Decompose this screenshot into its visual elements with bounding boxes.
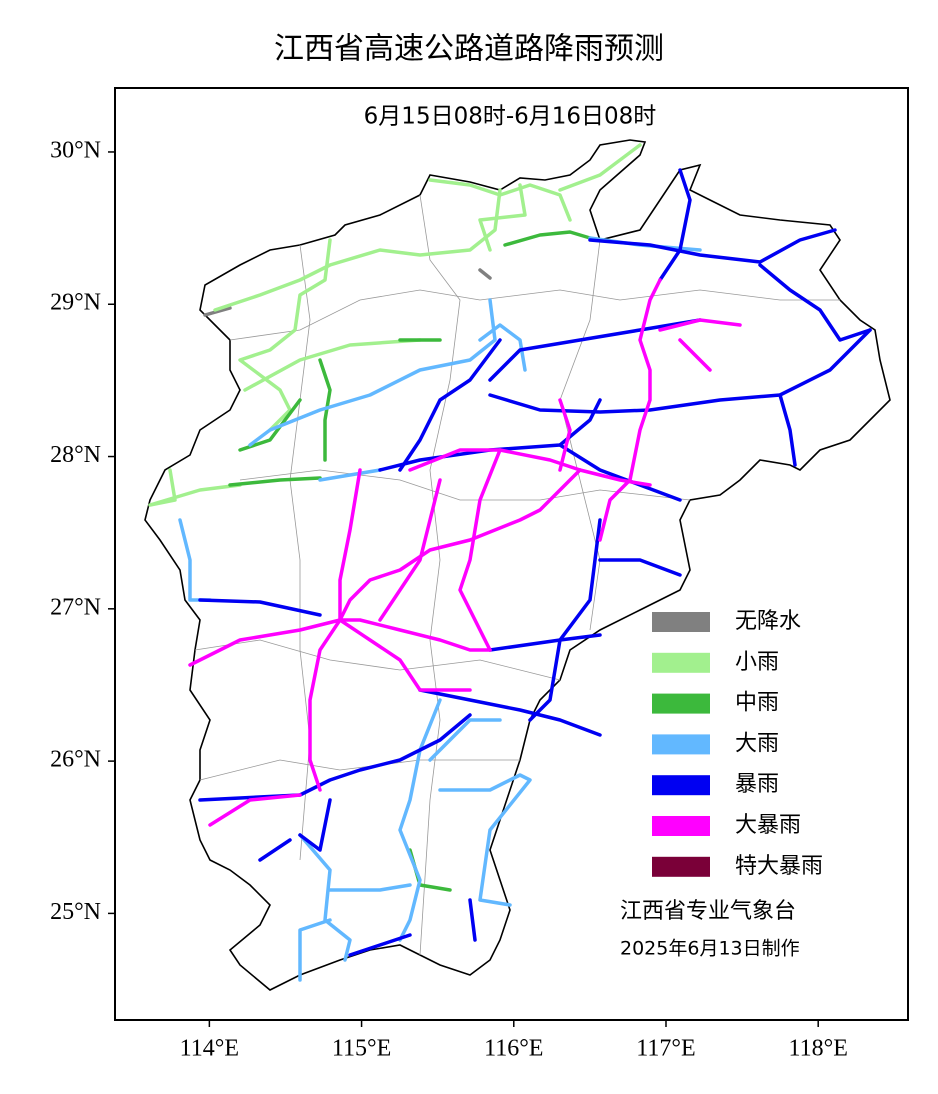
road-segment xyxy=(348,933,412,957)
road-segment xyxy=(558,398,572,472)
title: 江西省高速公路道路降雨预测 xyxy=(274,32,664,67)
road-segment xyxy=(678,338,712,372)
y-tick-label: 27°N xyxy=(50,594,101,620)
road-segment xyxy=(318,358,332,462)
road-segment xyxy=(503,230,592,247)
road-segment xyxy=(558,443,682,502)
legend-label: 大雨 xyxy=(735,731,779,756)
credit: 2025年6月13日制作 xyxy=(620,938,800,960)
road-segment xyxy=(428,718,502,762)
legend-swatch xyxy=(652,652,710,673)
road-segment xyxy=(243,338,422,392)
road-segment xyxy=(378,478,442,622)
x-tick-label: 117°E xyxy=(636,1036,695,1062)
road-segment xyxy=(658,168,692,282)
legend-label: 无降水 xyxy=(735,609,801,634)
road-segment xyxy=(198,598,322,617)
x-tick-label: 118°E xyxy=(789,1036,848,1062)
map-frame xyxy=(114,87,909,1021)
x-tick-label: 114°E xyxy=(180,1036,239,1062)
road-segment xyxy=(298,918,332,982)
road-segment xyxy=(558,143,642,192)
road-segment xyxy=(598,278,662,542)
road-segment xyxy=(488,328,872,414)
road-segment xyxy=(408,448,652,487)
road-segment xyxy=(418,688,602,737)
road-segment xyxy=(328,883,412,892)
road-segment xyxy=(588,228,837,264)
legend-swatch xyxy=(652,693,710,714)
road-segment xyxy=(248,298,497,447)
road-segment xyxy=(298,798,332,852)
road-segment xyxy=(318,468,382,482)
county-borders xyxy=(194,194,840,956)
road-segment xyxy=(203,306,232,317)
road-segment xyxy=(488,633,602,652)
road-segment xyxy=(258,838,292,862)
road-segment xyxy=(188,618,342,667)
y-tick-label: 26°N xyxy=(50,747,101,773)
province-outline xyxy=(144,139,891,991)
road-segment xyxy=(378,398,602,472)
road-segment xyxy=(308,468,362,792)
road-segment xyxy=(338,468,582,652)
legend-label: 特大暴雨 xyxy=(735,854,823,879)
road-segment xyxy=(438,773,532,907)
road-segment xyxy=(758,263,872,342)
road-segment xyxy=(238,238,332,432)
legend-swatch xyxy=(652,775,710,796)
y-tick-label: 28°N xyxy=(50,442,101,468)
road-segment xyxy=(148,468,242,507)
y-tick-label: 30°N xyxy=(50,137,101,163)
legend-label: 暴雨 xyxy=(735,772,779,797)
x-tick-label: 116°E xyxy=(484,1036,543,1062)
x-tick-label: 115°E xyxy=(332,1036,391,1062)
road-segment xyxy=(778,393,797,467)
legend-swatch xyxy=(652,612,710,632)
legend-label: 大暴雨 xyxy=(735,813,801,838)
road-segment xyxy=(208,793,302,827)
road-segment xyxy=(478,183,527,252)
road-segment xyxy=(478,323,527,372)
road-segment xyxy=(468,898,477,942)
road-segment xyxy=(398,338,502,472)
road-segment xyxy=(428,178,572,222)
legend-swatch xyxy=(652,734,710,755)
credit: 江西省专业气象台 xyxy=(620,899,796,924)
road-segment xyxy=(338,618,472,692)
legend-label: 中雨 xyxy=(735,691,779,716)
road-segment xyxy=(458,448,502,652)
legend-swatch xyxy=(652,856,710,877)
y-tick-label: 25°N xyxy=(50,899,101,925)
road-segment xyxy=(478,268,492,280)
legend-swatch xyxy=(652,816,710,836)
road-network xyxy=(148,143,872,982)
road-segment xyxy=(228,476,322,487)
legend-label: 小雨 xyxy=(735,650,779,675)
road-segment xyxy=(658,318,742,332)
road-segment xyxy=(488,318,702,382)
subtitle: 6月15日08时-6月16日08时 xyxy=(364,104,657,130)
road-segment xyxy=(598,558,682,577)
y-tick-label: 29°N xyxy=(50,290,101,316)
